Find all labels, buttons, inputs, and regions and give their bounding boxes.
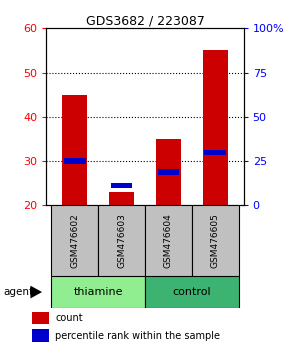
Bar (155, 139, 181, 205)
Text: GSM476603: GSM476603 (117, 213, 126, 268)
Bar (51, 205, 98, 276)
Bar (32, 312, 49, 324)
Bar (51, 276, 145, 308)
Bar (145, 205, 192, 276)
Text: count: count (55, 313, 83, 323)
Title: GDS3682 / 223087: GDS3682 / 223087 (86, 14, 204, 27)
Bar (32, 329, 49, 342)
Bar (192, 205, 239, 276)
Text: agent: agent (3, 287, 33, 297)
Text: control: control (173, 287, 211, 297)
Bar (204, 149, 226, 155)
Text: thiamine: thiamine (73, 287, 123, 297)
Bar (98, 205, 145, 276)
Bar (157, 170, 180, 175)
Bar (64, 159, 86, 164)
Bar (145, 276, 239, 308)
Bar (202, 51, 228, 205)
Bar (62, 95, 88, 205)
Text: GSM476605: GSM476605 (211, 213, 220, 268)
Text: GSM476602: GSM476602 (70, 213, 79, 268)
Bar (109, 192, 135, 205)
Text: percentile rank within the sample: percentile rank within the sample (55, 331, 220, 341)
Text: GSM476604: GSM476604 (164, 213, 173, 268)
Bar (110, 183, 133, 188)
Polygon shape (30, 286, 42, 298)
